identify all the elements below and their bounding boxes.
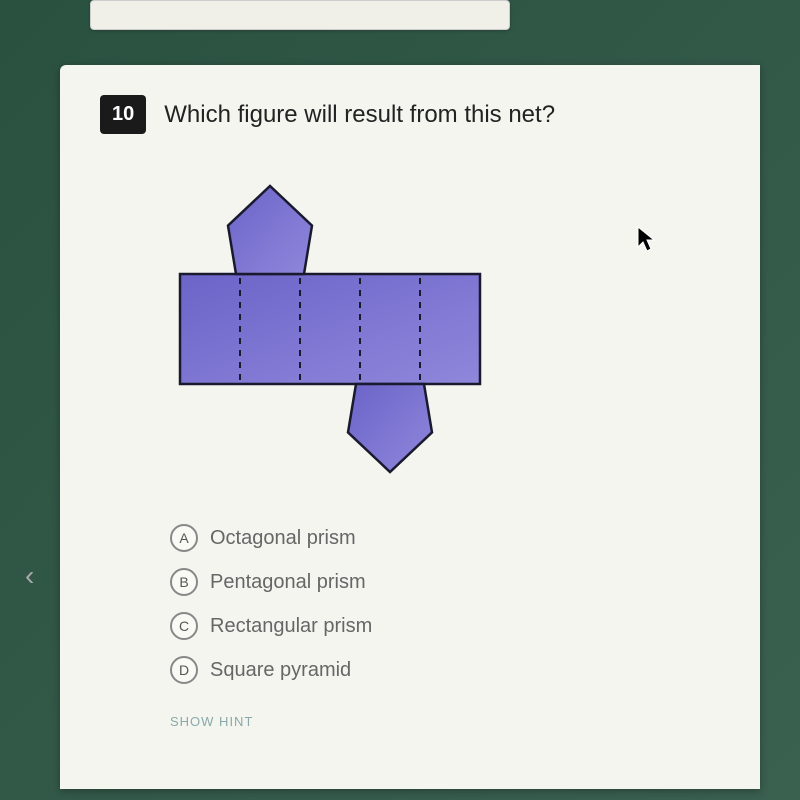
net-rectangle [180,274,480,384]
pentagon-bottom [348,384,432,472]
option-letter: B [170,568,198,596]
option-letter: D [170,656,198,684]
option-text: Square pyramid [210,659,351,682]
net-figure [140,164,540,484]
option-c[interactable]: C Rectangular prism [170,612,720,640]
option-text: Octagonal prism [210,527,356,550]
option-letter: A [170,524,198,552]
option-d[interactable]: D Square pyramid [170,656,720,684]
prev-chevron[interactable]: ‹ [25,560,34,592]
option-letter: C [170,612,198,640]
net-svg [140,164,520,484]
question-number: 10 [100,95,146,134]
top-partial-box [90,0,510,30]
option-text: Rectangular prism [210,615,372,638]
question-text: Which figure will result from this net? [164,95,555,129]
show-hint-button[interactable]: SHOW HINT [170,714,720,729]
pentagon-top [228,186,312,274]
mouse-cursor-icon [636,225,660,262]
option-text: Pentagonal prism [210,571,366,594]
question-header: 10 Which figure will result from this ne… [100,95,720,134]
answer-options: A Octagonal prism B Pentagonal prism C R… [170,524,720,684]
option-a[interactable]: A Octagonal prism [170,524,720,552]
question-card: 10 Which figure will result from this ne… [60,65,760,789]
option-b[interactable]: B Pentagonal prism [170,568,720,596]
